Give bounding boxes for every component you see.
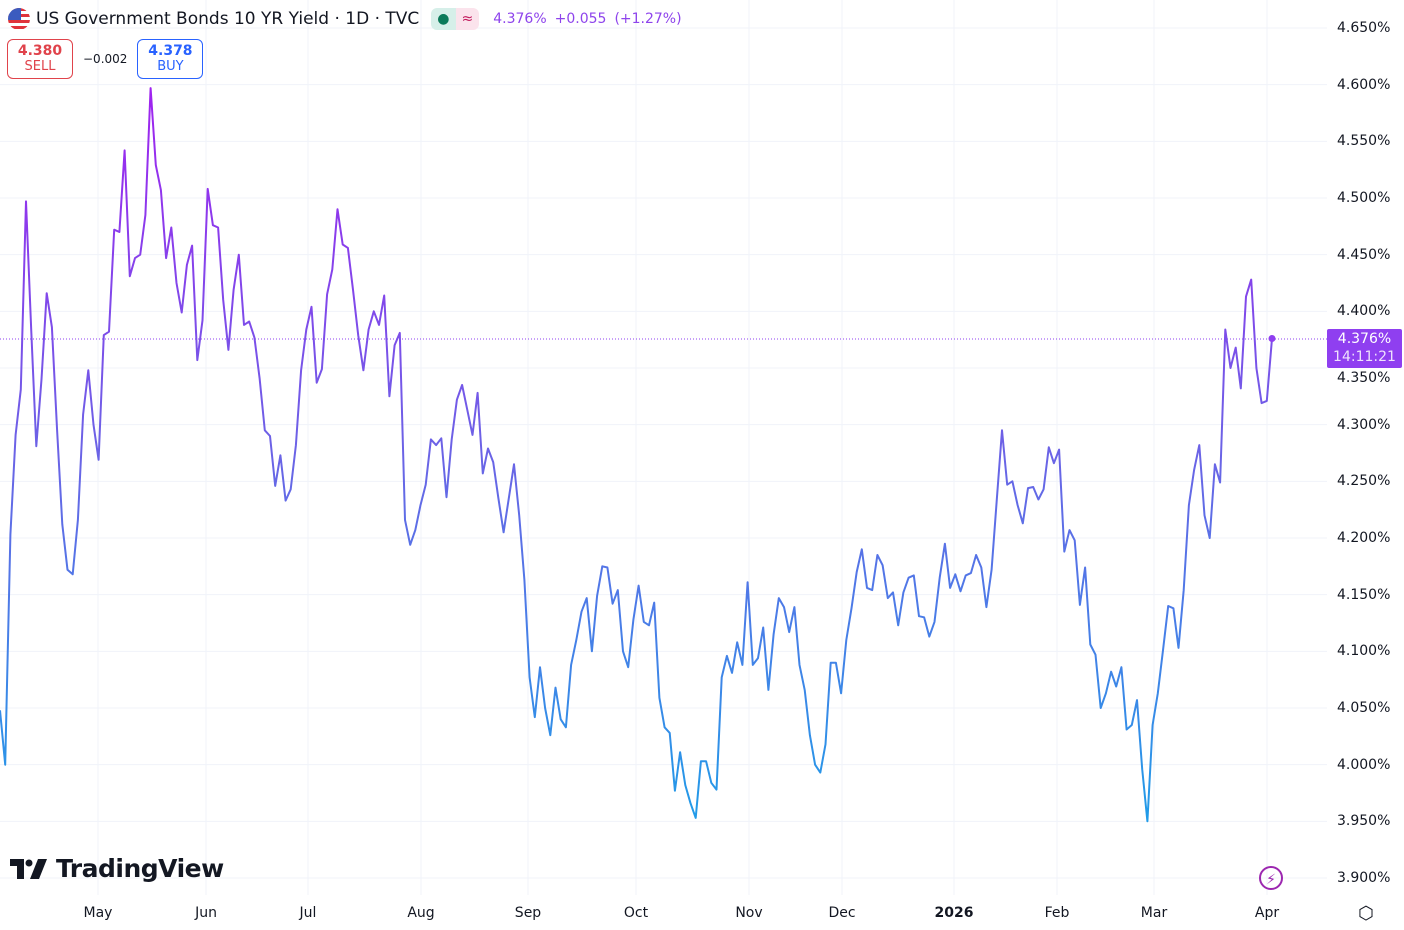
logo-text: TradingView (56, 854, 224, 883)
x-tick-label: Oct (623, 905, 649, 921)
approx-icon: ≈ (455, 8, 480, 30)
sell-label: SELL (24, 59, 56, 74)
dot-icon: ● (431, 8, 456, 30)
sell-button[interactable]: 4.380 SELL (7, 39, 73, 79)
y-tick-label: 4.450% (1337, 246, 1391, 263)
y-tick-label: 4.550% (1337, 133, 1391, 150)
spread: −0.002 (83, 52, 128, 66)
buy-button[interactable]: 4.378 BUY (137, 39, 204, 79)
status-pill[interactable]: ● ≈ (431, 8, 480, 30)
last-price-label: 4.376% 14:11:21 (1327, 329, 1402, 368)
y-tick-label: 3.950% (1337, 813, 1391, 830)
y-tick-label: 4.250% (1337, 473, 1391, 490)
last-price-dot (1268, 335, 1276, 343)
x-tick-label: May (83, 905, 113, 921)
y-tick-label: 4.650% (1337, 20, 1391, 36)
lightning-icon[interactable]: ⚡ (1259, 866, 1283, 890)
buy-price: 4.378 (148, 43, 193, 59)
y-tick-label: 4.350% (1337, 370, 1391, 386)
y-tick-label: 3.900% (1337, 870, 1391, 886)
settings-hexagon-icon[interactable]: ⬡ (1358, 903, 1374, 924)
x-tick-label: Mar (1140, 905, 1168, 921)
x-tick-label: 2026 (934, 905, 974, 921)
last-price-time: 14:11:21 (1333, 349, 1396, 365)
tradingview-logo[interactable]: TradingView (10, 854, 224, 883)
tradingview-logo-icon (10, 858, 47, 879)
quote-last: 4.376% (493, 11, 547, 27)
x-tick-label: Apr (1254, 905, 1280, 921)
y-tick-label: 4.200% (1337, 530, 1391, 546)
y-tick-label: 4.500% (1337, 190, 1391, 206)
x-tick-label: Feb (1044, 905, 1070, 921)
trade-panel: 4.380 SELL −0.002 4.378 BUY (7, 39, 204, 79)
quote-change-pct: (+1.27%) (614, 11, 682, 27)
y-tick-label: 4.300% (1337, 416, 1391, 433)
x-tick-label: Jul (299, 905, 317, 921)
y-tick-label: 4.150% (1337, 586, 1391, 603)
quote-change: +0.055 (554, 11, 607, 27)
y-tick-label: 4.400% (1337, 303, 1391, 320)
y-tick-label: 4.050% (1337, 700, 1391, 716)
sell-price: 4.380 (17, 43, 63, 59)
y-tick-label: 4.600% (1337, 76, 1391, 93)
x-tick-label: Nov (735, 905, 763, 921)
us-flag-icon (8, 8, 30, 30)
chart-header: US Government Bonds 10 YR Yield · 1D · T… (8, 8, 682, 30)
yield-line (0, 87, 1273, 823)
y-tick-label: 4.100% (1337, 643, 1391, 660)
x-tick-label: Sep (514, 905, 542, 921)
symbol-title[interactable]: US Government Bonds 10 YR Yield · 1D · T… (36, 9, 420, 29)
buy-label: BUY (157, 59, 184, 74)
grid-lines (0, 0, 1327, 895)
last-price-value: 4.376% (1337, 331, 1392, 347)
y-tick-label: 4.000% (1337, 756, 1391, 773)
x-tick-label: Dec (828, 905, 856, 921)
x-tick-label: Aug (407, 905, 435, 921)
x-tick-label: Jun (195, 905, 217, 921)
